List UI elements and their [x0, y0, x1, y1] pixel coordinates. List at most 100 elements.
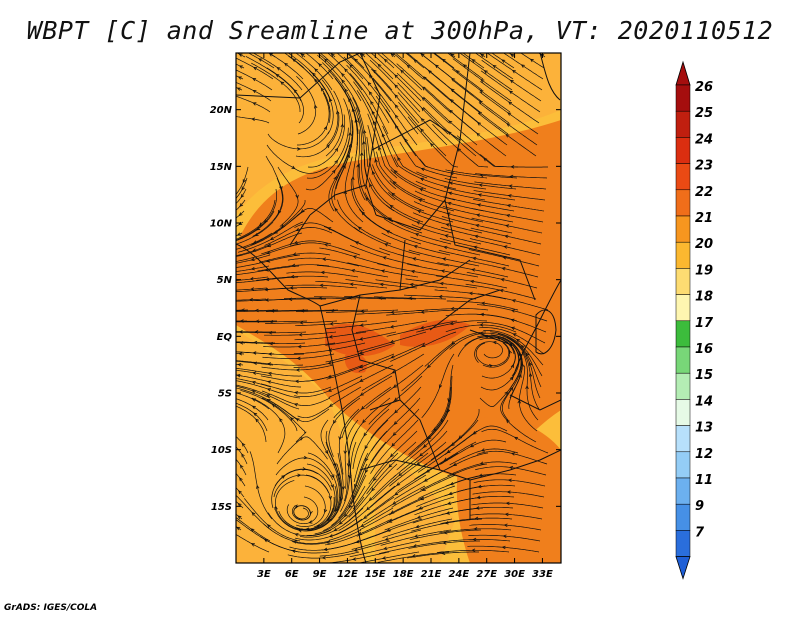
streamline-arrow-296	[512, 333, 517, 337]
streamline-arrow-482	[381, 556, 386, 560]
streamline-arrow-43	[483, 70, 488, 74]
streamline-arrow-258	[359, 323, 364, 327]
streamline-arrow-53	[480, 78, 485, 83]
streamline-arrow-129	[331, 169, 336, 174]
streamline-arrow-355	[422, 444, 427, 448]
colorbar-swatch	[675, 294, 691, 322]
streamline-arrow-451	[386, 528, 391, 532]
lon-tick-label: 15E	[365, 569, 386, 580]
lat-tick-label: 20N	[210, 105, 233, 116]
streamline-arrow-115	[510, 165, 515, 169]
streamline-arrow-369	[255, 418, 259, 423]
streamline-arrow-397	[423, 478, 428, 482]
streamline-arrow-440	[388, 519, 393, 523]
streamline-arrow-153	[351, 175, 355, 181]
lat-tick-label: 15S	[211, 502, 232, 513]
streamline-arrow-38	[344, 68, 348, 73]
streamline-arrow-70	[394, 94, 399, 99]
streamline-arrow-484	[441, 551, 446, 555]
streamline-arrow-303	[392, 384, 397, 388]
colorbar-label: 20	[695, 237, 713, 252]
streamline-arrow-5	[360, 53, 365, 57]
streamline-arrow-434	[237, 502, 242, 507]
lon-tick-label: 3E	[257, 569, 271, 580]
streamline-arrow-329	[251, 389, 256, 394]
streamline-arrow-218	[410, 269, 415, 274]
streamline-arrow-108	[348, 131, 352, 136]
streamline-arrow-99	[372, 120, 377, 125]
streamline-arrow-319	[251, 380, 256, 385]
streamline-arrow-224	[289, 286, 294, 290]
streamline-arrow-421	[477, 484, 482, 489]
streamline-arrow-383	[354, 484, 358, 489]
streamline-arrow-432	[476, 495, 481, 500]
streamline-arrow-228	[409, 282, 414, 287]
lon-tick-label: 6E	[285, 569, 299, 580]
streamline-arrow-59	[367, 81, 372, 86]
colorbar-label: 11	[695, 473, 713, 488]
streamline-arrow-457	[251, 511, 256, 516]
streamline-arrow-121	[378, 146, 382, 151]
colorbar-swatch	[675, 110, 691, 138]
lon-tick-label: 30E	[504, 569, 525, 580]
colorbar-label: 12	[695, 447, 713, 462]
lon-tick-label: 27E	[476, 569, 497, 580]
streamline-arrow-177	[387, 217, 392, 221]
streamline-arrow-235	[318, 296, 323, 300]
streamline-arrow-225	[319, 283, 324, 288]
streamline-arrow-188	[414, 233, 419, 237]
streamline-arrow-486	[501, 545, 506, 550]
colorbar-label: 17	[695, 316, 714, 331]
streamline-arrow-13	[258, 58, 263, 62]
streamline-arrow-187	[385, 230, 390, 234]
streamline-arrow-314	[393, 397, 398, 402]
country-border-14	[399, 239, 406, 291]
streamline-arrow-405	[348, 504, 353, 509]
streamline-arrow-463	[413, 534, 418, 538]
streamline-arrow-182	[252, 248, 257, 252]
streamline-arrow-150	[256, 226, 261, 231]
streamline-arrow-209	[442, 257, 447, 261]
streamline-arrow-408	[421, 487, 426, 491]
streamline-arrow-475	[472, 537, 477, 542]
streamline-arrow-439	[360, 523, 365, 527]
streamline-arrow-155	[391, 192, 396, 197]
streamline-arrow-259	[389, 324, 394, 329]
streamline-arrow-204	[291, 263, 296, 268]
streamline-arrow-221	[501, 267, 506, 271]
streamline-arrow-189	[444, 234, 449, 238]
streamline-arrow-161	[254, 232, 259, 237]
map-plot-area	[236, 53, 561, 563]
colorbar-label: 24	[695, 132, 713, 147]
streamline-arrow-197	[384, 243, 389, 247]
map-title: WBPT [C] and Sreamline at 300hPa, VT: 20…	[26, 16, 774, 45]
streamline-arrow-284	[479, 331, 484, 335]
lat-tick-label: 15N	[210, 162, 233, 173]
streamline-arrow-410	[478, 473, 483, 477]
streamline-arrow-124	[449, 171, 454, 176]
streamline-arrow-396	[396, 482, 401, 486]
streamline-arrow-443	[475, 506, 480, 510]
streamline-arrow-433	[506, 490, 511, 494]
colorbar-swatch	[675, 530, 691, 557]
streamline-arrow-81	[421, 107, 426, 112]
streamline-arrow-358	[525, 385, 529, 390]
streamline-arrow-326	[509, 376, 514, 381]
map-frame	[235, 52, 562, 564]
streamline-arrow-459	[294, 533, 299, 537]
streamline-arrow-375	[416, 461, 421, 466]
streamline-arrow-438	[333, 527, 338, 532]
streamline-arrow-266	[268, 331, 273, 335]
streamline-arrow-178	[416, 221, 421, 225]
streamline-arrow-75	[297, 147, 302, 151]
country-border-9	[351, 294, 401, 401]
streamline-arrow-263	[510, 309, 515, 313]
streamline-arrow-356	[450, 442, 455, 447]
streamline-arrow-454	[474, 516, 479, 521]
streamline-arrow-79	[370, 100, 374, 105]
streamline-arrow-27	[349, 64, 354, 69]
streamline-arrow-479	[291, 549, 296, 553]
streamline-arrow-98	[354, 118, 359, 123]
streamline-arrow-74	[508, 101, 513, 105]
streamline-arrow-191	[504, 234, 509, 239]
